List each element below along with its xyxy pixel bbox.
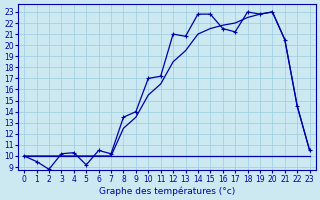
X-axis label: Graphe des températures (°c): Graphe des températures (°c) — [99, 186, 235, 196]
